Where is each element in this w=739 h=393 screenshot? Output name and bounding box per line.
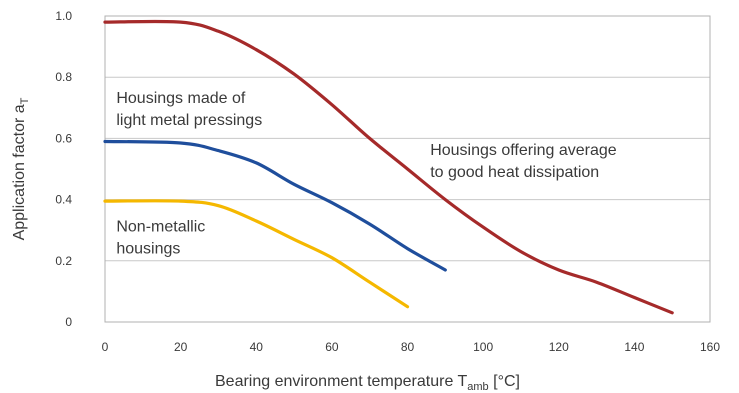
y-tick-label: 0.2: [55, 254, 72, 268]
x-tick-label: 20: [174, 340, 188, 354]
series-line-2: [103, 199, 410, 309]
x-tick-label: 40: [250, 340, 264, 354]
y-axis-title-main: Application factor a: [11, 104, 28, 240]
x-tick-label: 80: [401, 340, 415, 354]
annotation-line: Housings offering average: [430, 142, 617, 159]
annotation-line: to good heat dissipation: [430, 164, 599, 181]
annotation: Housings made of light metal pressings: [116, 90, 262, 129]
x-axis-ticks: 0 20 40 60 80 100 120 140 160: [102, 340, 721, 354]
x-axis-title: Bearing environment temperature Tamb [°C…: [215, 373, 520, 393]
x-axis-title-main: Bearing environment temperature T: [215, 373, 468, 390]
series-line-0: [103, 19, 674, 315]
annotation-line: Housings made of: [116, 90, 246, 107]
y-tick-label: 0.6: [55, 131, 72, 145]
x-axis-title-subscript: amb: [467, 381, 488, 393]
y-tick-label: 0.8: [55, 70, 72, 84]
annotation-line: light metal pressings: [116, 112, 262, 129]
series-line-1: [103, 139, 447, 272]
annotation-line: housings: [116, 241, 180, 258]
annotation: Housings offering average to good heat di…: [430, 142, 617, 181]
y-axis-title: Application factor aT: [11, 97, 31, 240]
y-tick-label: 0.4: [55, 193, 72, 207]
x-tick-label: 160: [700, 340, 720, 354]
y-tick-label: 0: [65, 315, 72, 329]
series: [103, 19, 674, 315]
annotation-line: Non-metallic: [116, 219, 205, 236]
x-axis-title-unit: [°C]: [489, 373, 520, 390]
x-tick-label: 0: [102, 340, 109, 354]
plot-frame: [104, 15, 711, 323]
x-tick-label: 100: [473, 340, 493, 354]
x-tick-label: 120: [549, 340, 569, 354]
annotation: Non-metallic housings: [116, 219, 205, 258]
x-tick-label: 140: [624, 340, 644, 354]
x-tick-label: 60: [325, 340, 339, 354]
y-axis-title-subscript: T: [19, 97, 31, 104]
y-axis-ticks: 0 0.2 0.4 0.6 0.8 1.0: [55, 9, 72, 329]
y-tick-label: 1.0: [55, 9, 72, 23]
